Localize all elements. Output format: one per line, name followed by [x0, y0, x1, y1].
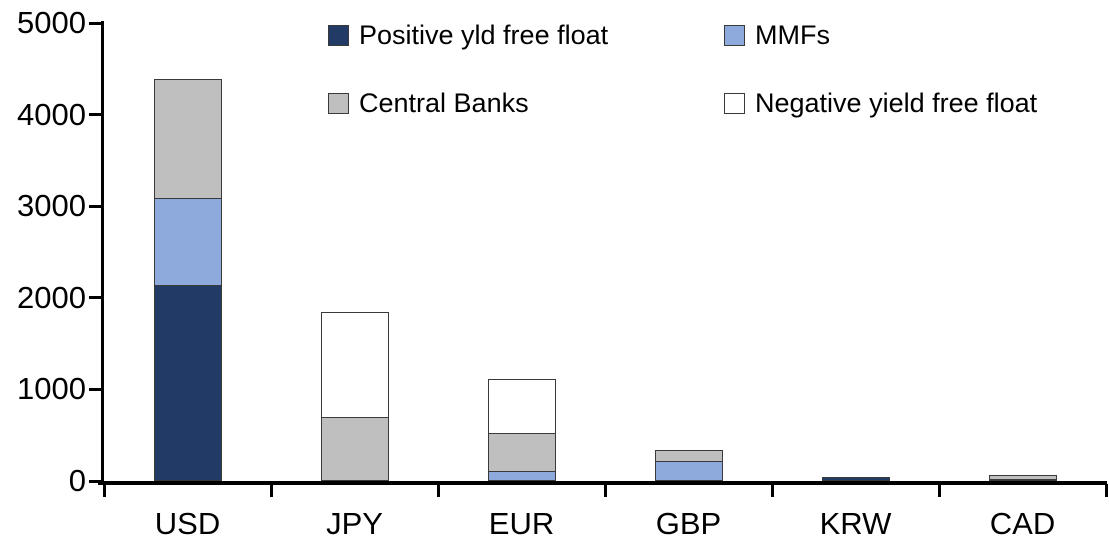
bar-krw — [821, 23, 890, 481]
mmfs-swatch — [724, 25, 745, 46]
legend-item-central-banks: Central Banks — [328, 90, 529, 117]
x-tick — [603, 484, 607, 497]
y-tick — [89, 296, 102, 300]
y-tick-label: 3000 — [17, 188, 86, 224]
bar-eur — [487, 23, 556, 481]
bar-segment-eur-mmfs — [487, 470, 556, 481]
bar-segment-usd-positive-yld-free-float — [153, 284, 222, 481]
legend-item-mmfs: MMFs — [724, 22, 830, 49]
y-tick-label: 2000 — [17, 279, 86, 315]
x-tick — [937, 484, 941, 497]
bar-segment-usd-mmfs — [153, 197, 222, 286]
y-axis-line — [101, 21, 104, 485]
bar-segment-gbp-mmfs — [654, 460, 723, 481]
x-tick — [770, 484, 774, 497]
y-tick-label: 4000 — [17, 96, 86, 132]
y-tick — [89, 387, 102, 391]
central-banks-swatch — [328, 93, 349, 114]
x-category-label: EUR — [488, 506, 555, 541]
legend-item-positive-yld-free-float: Positive yld free float — [328, 22, 608, 49]
y-tick — [89, 21, 102, 25]
x-category-label: KRW — [819, 506, 892, 541]
x-category-label: USD — [154, 506, 221, 541]
plot-area — [104, 23, 1106, 481]
x-tick — [1104, 484, 1108, 497]
bar-segment-krw-positive-yld-free-float — [821, 476, 890, 481]
x-tick — [436, 484, 440, 497]
y-tick — [89, 479, 102, 483]
x-axis-line — [98, 481, 1107, 485]
y-tick — [89, 204, 102, 208]
negative-yield-free-float-swatch — [724, 93, 745, 114]
bar-segment-gbp-central-banks — [654, 450, 723, 463]
y-tick-label: 5000 — [17, 5, 86, 40]
x-category-label: CAD — [989, 506, 1056, 541]
bar-segment-jpy-central-banks — [320, 416, 389, 481]
x-tick — [102, 484, 106, 497]
legend-item-negative-yield-free-float: Negative yield free float — [724, 90, 1037, 117]
bar-jpy — [320, 23, 389, 481]
y-tick-label: 0 — [68, 463, 86, 498]
legend-item-label: Central Banks — [359, 88, 529, 118]
legend-item-label: Negative yield free float — [755, 88, 1038, 118]
bar-gbp — [654, 23, 723, 481]
positive-yld-free-float-swatch — [328, 25, 349, 46]
y-tick-label: 1000 — [17, 371, 86, 407]
bar-segment-jpy-negative-yield-free-float — [320, 311, 389, 419]
bar-usd — [153, 23, 222, 481]
bar-segment-usd-central-banks — [153, 78, 222, 199]
y-tick — [89, 113, 102, 117]
x-category-label: GBP — [655, 506, 722, 541]
legend-item-label: Positive yld free float — [359, 20, 609, 50]
x-category-label: JPY — [326, 506, 383, 541]
bar-cad — [988, 23, 1057, 481]
bar-segment-eur-central-banks — [487, 432, 556, 473]
legend-item-label: MMFs — [755, 20, 830, 50]
x-tick — [269, 484, 273, 497]
bar-segment-eur-negative-yield-free-float — [487, 379, 556, 434]
bar-segment-cad-central-banks — [988, 475, 1057, 480]
